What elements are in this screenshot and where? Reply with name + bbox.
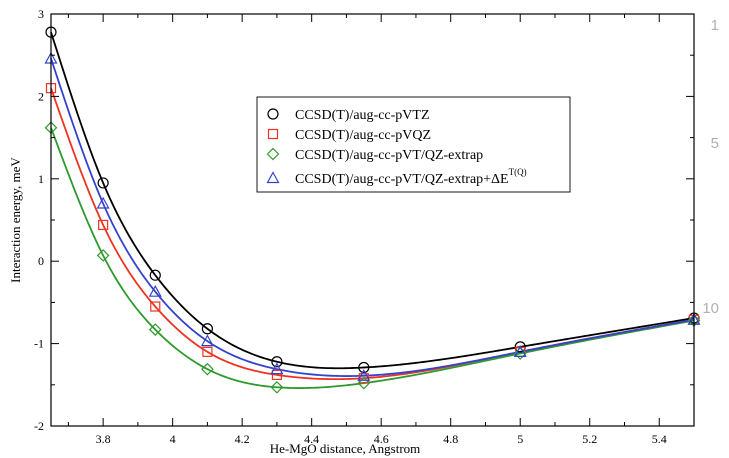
margin-line-number-10: 10: [702, 300, 719, 317]
data-point-pvtz: [97, 177, 109, 189]
legend-label-pvtz: CCSD(T)/aug-cc-pVTZ: [295, 108, 430, 123]
legend-marker-extrap: [266, 147, 280, 161]
legend-label-extrap-tq-sup: T(Q): [509, 167, 527, 177]
data-markers: [44, 26, 701, 394]
y-tick-label: 3: [38, 7, 44, 21]
legend-label-pvqz: CCSD(T)/aug-cc-pVQZ: [295, 128, 431, 143]
data-point-extrap-tq: [270, 362, 284, 375]
y-tick-label: -1: [34, 337, 44, 351]
x-tick-label: 5.4: [652, 432, 667, 446]
data-point-extrap: [513, 347, 527, 360]
data-point-pvqz: [98, 219, 109, 231]
x-axis-ticks: 3.8 4 4.2 4.4 4.6 4.8 5 5.2 5.4: [67, 14, 695, 446]
x-tick-label: 4.4: [304, 432, 319, 446]
data-point-extrap: [148, 323, 162, 336]
data-point-pvtz: [271, 356, 283, 368]
legend: CCSD(T)/aug-cc-pVTZ CCSD(T)/aug-cc-pVQZ …: [256, 96, 571, 193]
legend-label-extrap-tq-main: CCSD(T)/aug-cc-pVT/QZ-extrap+ΔE: [295, 172, 509, 187]
legend-marker-pvqz: [267, 128, 279, 140]
x-tick-label: 4.6: [374, 432, 389, 446]
legend-box: [256, 96, 571, 193]
data-point-extrap: [96, 249, 110, 262]
x-tick-label: 3.8: [96, 432, 111, 446]
legend-label-extrap-tq: CCSD(T)/aug-cc-pVT/QZ-extrap+ΔET(Q): [295, 167, 527, 187]
x-tick-label: 4: [170, 432, 176, 446]
x-tick-label: 5: [517, 432, 523, 446]
series-line-extrap-tq: [50, 58, 695, 377]
data-point-pvtz: [149, 269, 161, 281]
data-point-extrap-tq: [148, 284, 162, 297]
fit-curves: [50, 31, 695, 389]
y-tick-label: -2: [34, 419, 44, 433]
y-tick-label: 1: [38, 172, 44, 186]
data-point-pvqz: [202, 346, 213, 357]
data-point-extrap: [201, 362, 214, 376]
x-axis-label: He-MgO distance, Angstrom: [270, 441, 421, 456]
data-point-pvqz: [271, 369, 283, 381]
y-tick-label: 2: [38, 89, 44, 103]
series-line-pvtz: [50, 31, 695, 370]
data-point-pvqz: [150, 301, 161, 312]
legend-label-extrap: CCSD(T)/aug-cc-pVT/QZ-extrap: [295, 148, 483, 163]
legend-markers: [266, 108, 280, 184]
data-point-pvtz: [358, 361, 370, 374]
legend-marker-extrap-tq: [266, 171, 280, 184]
y-axis-ticks: -2 -1 0 1 2 3: [34, 7, 694, 433]
x-tick-label: 5.2: [582, 432, 597, 446]
data-point-extrap-tq: [513, 345, 527, 357]
margin-line-number-5: 5: [711, 135, 719, 152]
data-point-pvtz: [201, 323, 214, 335]
y-tick-label: 0: [38, 254, 44, 268]
data-point-extrap-tq: [96, 196, 110, 209]
data-point-extrap: [270, 380, 284, 394]
data-point-extrap: [357, 376, 371, 390]
y-axis-label: Interaction energy, meV: [8, 157, 23, 283]
margin-line-number-1: 1: [711, 17, 719, 34]
data-point-extrap-tq: [200, 334, 214, 347]
x-tick-label: 4.8: [443, 432, 458, 446]
legend-marker-pvtz: [267, 108, 279, 120]
plot-frame: [50, 13, 695, 427]
x-tick-label: 4.2: [235, 432, 250, 446]
data-point-extrap-tq: [357, 368, 371, 381]
